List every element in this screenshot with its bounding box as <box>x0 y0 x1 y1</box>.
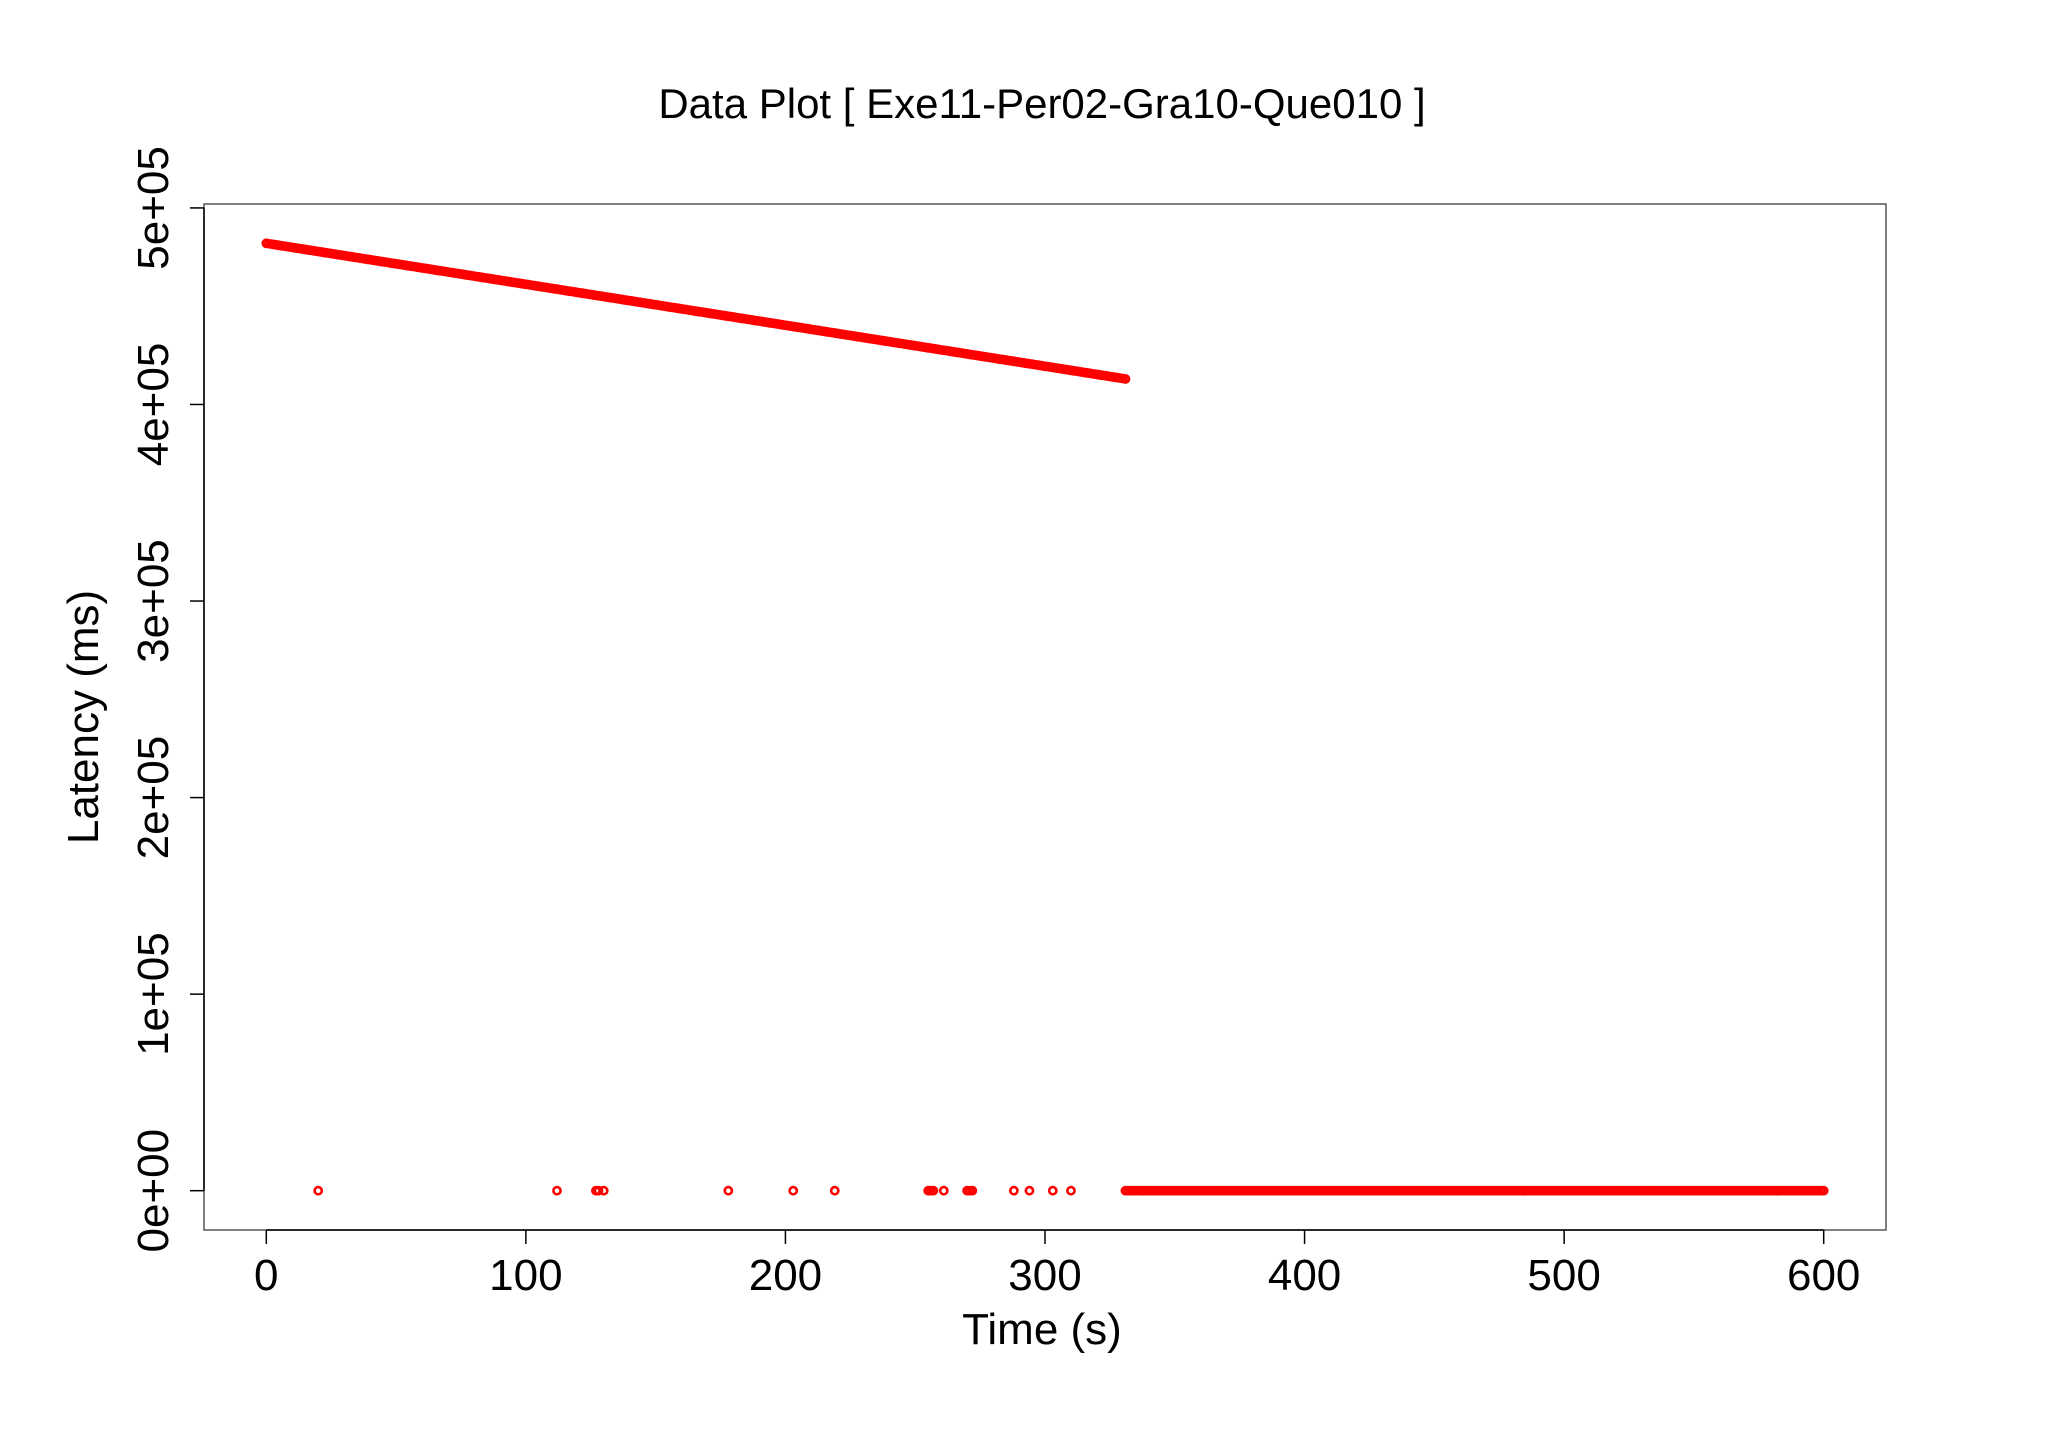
x-tick-label: 600 <box>1787 1251 1860 1300</box>
data-point <box>1818 1185 1829 1196</box>
x-tick-label: 200 <box>749 1251 822 1300</box>
y-tick-label: 1e+05 <box>129 932 178 1056</box>
data-point <box>1024 1185 1035 1196</box>
data-point <box>1120 374 1131 384</box>
data-point <box>1008 1185 1019 1196</box>
y-axis: 0e+00 1e+05 2e+05 3e+05 4e+05 5e+05 <box>129 146 205 1253</box>
x-tick-label: 400 <box>1268 1251 1341 1300</box>
x-axis-label: Time (s) <box>962 1305 1122 1354</box>
y-tick-label: 5e+05 <box>129 146 178 270</box>
data-point <box>1047 1185 1058 1196</box>
data-point <box>593 1185 604 1196</box>
data-point <box>598 1185 609 1196</box>
data-point <box>788 1185 799 1196</box>
x-tick-label: 300 <box>1008 1251 1081 1300</box>
y-tick-label: 2e+05 <box>129 736 178 860</box>
y-tick-label: 3e+05 <box>129 539 178 663</box>
data-point <box>967 1185 978 1196</box>
x-tick-label: 100 <box>489 1251 562 1300</box>
plot-area-frame <box>203 203 1887 1231</box>
x-tick-label: 0 <box>254 1251 278 1300</box>
y-axis-label: Latency (ms) <box>59 590 108 844</box>
data-point <box>313 1185 324 1196</box>
data-point <box>829 1185 840 1196</box>
x-tick-label: 500 <box>1527 1251 1600 1300</box>
data-point <box>723 1185 734 1196</box>
y-tick-label: 4e+05 <box>129 343 178 467</box>
data-point <box>1066 1185 1076 1196</box>
data-point <box>552 1185 562 1196</box>
y-tick-label: 0e+00 <box>129 1129 178 1253</box>
data-point <box>928 1185 939 1196</box>
data-point <box>938 1185 949 1196</box>
x-axis: 0 100 200 300 400 500 600 <box>254 1229 1860 1300</box>
data-points <box>261 238 1829 1196</box>
chart-title: Data Plot [ Exe11-Per02-Gra10-Que010 ] <box>658 80 1425 127</box>
